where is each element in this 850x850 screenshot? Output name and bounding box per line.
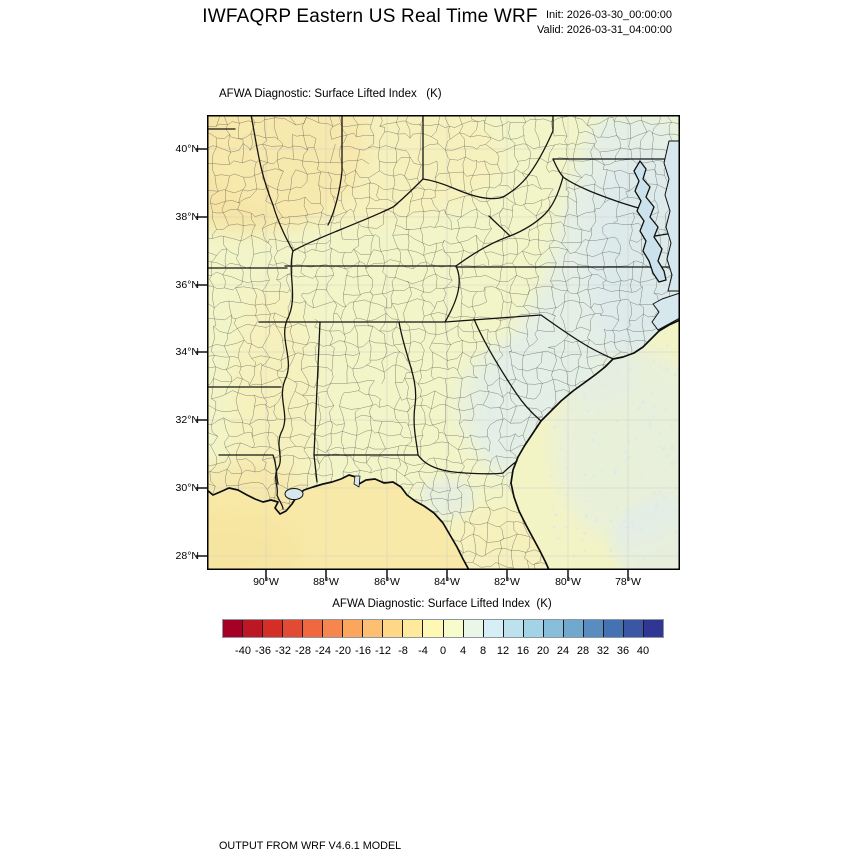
lat-tick-label: 38°N (175, 211, 199, 223)
colorbar-tick-label: 32 (596, 645, 610, 657)
lat-tick-label: 40°N (175, 143, 199, 155)
mobile-bay (353, 475, 361, 488)
colorbar-tick-label: -16 (355, 645, 371, 657)
colorbar-tick-label: 8 (479, 645, 487, 657)
coastline (207, 319, 680, 570)
colorbar-segment (522, 620, 543, 637)
colorbar-segment (642, 620, 664, 637)
colorbar-tick-label: -20 (335, 645, 351, 657)
colorbar-segment (282, 620, 303, 637)
lat-tick-label: 34°N (175, 346, 199, 358)
lat-tick-label: 28°N (175, 550, 199, 562)
init-timestamp: Init: 2026-03-30_00:00:00 (546, 9, 672, 21)
colorbar-segment (602, 620, 623, 637)
colorbar-segment (622, 620, 643, 637)
colorbar-segment (382, 620, 403, 637)
footer: OUTPUT FROM WRF V4.6.1 MODEL WE = 1000 ;… (219, 810, 665, 850)
delaware-coast-water (663, 140, 680, 292)
colorbar-tick-label: -24 (315, 645, 331, 657)
colorbar-segment (242, 620, 263, 637)
gulf-tint (207, 510, 302, 570)
colorbar-tick-label: 4 (459, 645, 467, 657)
colorbar-tick-label: -32 (275, 645, 291, 657)
page-title: IWFAQRP Eastern US Real Time WRF (202, 6, 538, 27)
colorbar-tick-label: 12 (496, 645, 510, 657)
colorbar-segment (502, 620, 523, 637)
colorbar-tick-label: 16 (516, 645, 530, 657)
colorbar-segment (542, 620, 563, 637)
axis-ticks (196, 148, 629, 581)
lon-tick-label: 88°W (313, 576, 339, 588)
lon-tick-label: 78°W (615, 576, 641, 588)
colorbar-segment (223, 620, 243, 637)
colorbar-tick-label: 24 (556, 645, 570, 657)
valid-timestamp: Valid: 2026-03-31_04:00:00 (537, 24, 672, 36)
colorbar-tick-label: 20 (536, 645, 550, 657)
colorbar-segment (442, 620, 463, 637)
lat-tick-label: 36°N (175, 279, 199, 291)
timestamps: Init: 2026-03-30_00:00:00 Valid: 2026-03… (500, 8, 672, 38)
lon-tick-label: 82°W (494, 576, 520, 588)
colorbar-segment (422, 620, 443, 637)
lon-tick-label: 90°W (253, 576, 279, 588)
lon-tick-label: 80°W (555, 576, 581, 588)
colorbar-tick-label: -28 (295, 645, 311, 657)
state-boundaries (207, 115, 680, 510)
colorbar-segment (302, 620, 323, 637)
lat-tick-label: 32°N (175, 414, 199, 426)
colorbar-segment (362, 620, 383, 637)
lake-pontchartrain (284, 488, 304, 500)
map-frame (207, 115, 680, 570)
colorbar (222, 619, 664, 638)
colorbar-segment (342, 620, 363, 637)
map-canvas (196, 115, 680, 581)
colorbar-title: AFWA Diagnostic: Surface Lifted Index (K… (332, 598, 552, 610)
colorbar-segment (562, 620, 583, 637)
map-area: 40°N 38°N 36°N 34°N 32°N 30°N 28°N 90°W 88°W 86°… (176, 115, 680, 588)
lon-tick-label: 86°W (374, 576, 400, 588)
colorbar-segment (482, 620, 503, 637)
colorbar-segment (582, 620, 603, 637)
colorbar-segment (322, 620, 343, 637)
colorbar-segment (462, 620, 483, 637)
lon-tick-label: 84°W (434, 576, 460, 588)
colorbar-tick-label: 40 (636, 645, 650, 657)
colorbar-tick-label: -8 (398, 645, 408, 657)
colorbar-tick-label: 0 (439, 645, 447, 657)
chesapeake-bay (633, 160, 667, 283)
footer-model-line: OUTPUT FROM WRF V4.6.1 MODEL (219, 840, 402, 850)
map-title: AFWA Diagnostic: Surface Lifted Index (K… (219, 88, 442, 100)
colorbar-tick-label: -12 (375, 645, 391, 657)
graticule (207, 115, 680, 570)
colorbar-tick-label: -40 (235, 645, 251, 657)
colorbar-segment (262, 620, 283, 637)
lat-tick-label: 30°N (175, 482, 199, 494)
colorbar-segment (402, 620, 423, 637)
colorbar-tick-label: 28 (576, 645, 590, 657)
colorbar-tick-label: 36 (616, 645, 630, 657)
water-bodies (284, 140, 680, 500)
colorbar-tick-label: -36 (255, 645, 271, 657)
colorbar-tick-label: -4 (418, 645, 428, 657)
pamlico-sound (651, 292, 680, 331)
